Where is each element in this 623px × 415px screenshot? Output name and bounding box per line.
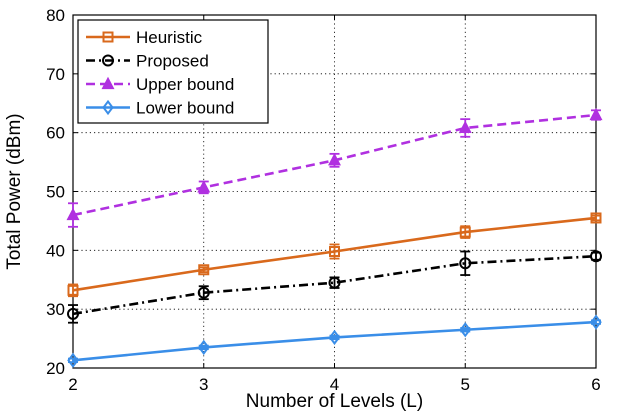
data-point [328,153,341,166]
legend-label: Heuristic [136,28,203,47]
legend-label: Upper bound [136,75,234,94]
series-heuristic [67,212,602,298]
data-point [459,322,471,338]
data-point [67,284,79,296]
data-point [197,286,210,299]
series-line [72,254,597,316]
y-axis-title: Total Power (dBm) [4,113,25,269]
legend-label: Proposed [136,52,209,71]
x-tick-label: 2 [68,375,77,394]
x-tick-label: 4 [330,375,339,394]
legend-marker [102,99,114,116]
y-tick-label: 30 [46,300,65,319]
legend-label: Lower bound [136,99,234,118]
series-group [66,107,603,369]
x-tick-label: 5 [461,375,470,394]
data-point [459,257,472,270]
data-point [198,339,210,356]
legend-marker [102,54,114,67]
y-tick-label: 80 [46,6,65,25]
data-point [328,276,341,289]
series-lower-bound [67,314,602,369]
data-point [590,250,602,263]
data-point [328,329,341,346]
data-point [197,180,211,193]
data-point [66,207,80,221]
y-tick-label: 40 [46,241,65,260]
data-point [458,120,472,134]
data-point [198,264,210,276]
legend-marker [101,76,115,90]
legend-marker [102,31,114,43]
y-tick-label: 60 [46,124,65,143]
data-point [67,352,79,369]
x-tick-label: 6 [591,375,600,394]
x-axis-title: Number of Levels (L) [246,391,423,412]
data-point [459,226,471,238]
data-point [67,307,79,320]
y-tick-label: 50 [46,183,65,202]
axis-ticks: 2 3 4 5 6 20 30 40 50 60 70 80 [46,6,601,394]
data-point [329,246,340,258]
y-tick-label: 20 [46,359,65,378]
series-upper-bound [66,107,603,228]
y-tick-label: 70 [46,65,65,84]
data-point [590,212,602,224]
data-point [589,107,603,121]
series-proposed [67,250,602,324]
data-point [590,314,602,330]
x-tick-label: 3 [199,375,208,394]
legend: Heuristic Proposed Upper bound Lower bound [77,19,269,124]
